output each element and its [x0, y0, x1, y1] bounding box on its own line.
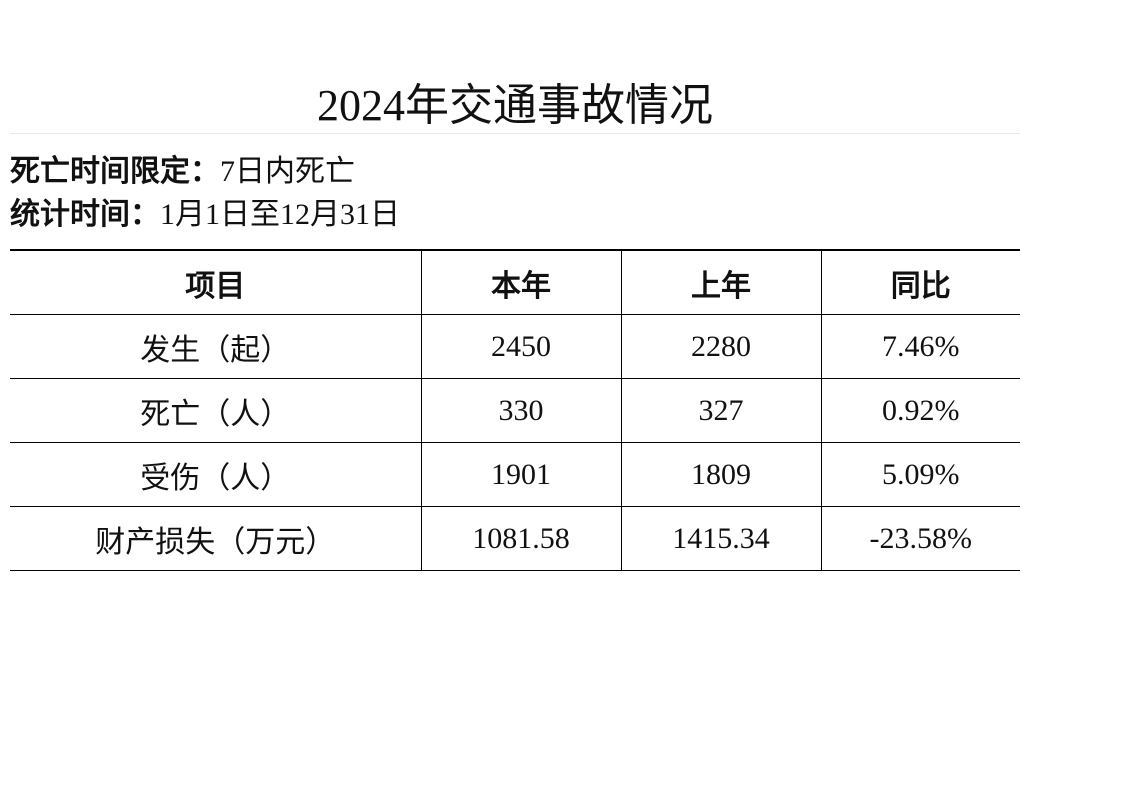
table: 项目 本年 上年 同比 发生（起） 2450 2280 7.46% 死亡（人） 330 327 0.…: [10, 249, 1020, 571]
header-cell: 同比: [820, 249, 1020, 315]
title: 2024年交通事故情况: [10, 78, 1020, 134]
table-cell: 发生（起）: [10, 314, 421, 379]
table-row: 财产损失（万元） 1081.58 1415.34 -23.58%: [10, 506, 1020, 571]
note-label: 死亡时间限定：: [10, 154, 220, 189]
table-cell: 2280: [620, 314, 821, 379]
header-cell: 项目: [10, 249, 421, 315]
table-cell: 5.09%: [820, 442, 1020, 507]
header-cell: 上年: [620, 249, 821, 315]
note-label: 统计时间：: [10, 197, 160, 232]
table-cell: 0.92%: [820, 378, 1020, 443]
table-cell: -23.58%: [820, 506, 1020, 571]
table-cell: 1081.58: [420, 506, 621, 571]
note-value: 7日内死亡: [220, 155, 355, 188]
table-row: 死亡（人） 330 327 0.92%: [10, 378, 1020, 443]
table-body: 发生（起） 2450 2280 7.46% 死亡（人） 330 327 0.92% 受伤（人） 1…: [10, 314, 1020, 571]
table-cell: 7.46%: [820, 314, 1020, 379]
note-value: 1月1日至12月31日: [160, 198, 400, 231]
table-cell: 1901: [420, 442, 621, 507]
header-cell: 本年: [420, 249, 621, 315]
note: 死亡时间限定：7日内死亡: [10, 152, 355, 192]
table-cell: 1415.34: [620, 506, 821, 571]
table-cell: 330: [420, 378, 621, 443]
table-cell: 财产损失（万元）: [10, 506, 421, 571]
table-cell: 死亡（人）: [10, 378, 421, 443]
table-cell: 327: [620, 378, 821, 443]
table-row: 发生（起） 2450 2280 7.46%: [10, 314, 1020, 379]
table-row: 受伤（人） 1901 1809 5.09%: [10, 442, 1020, 507]
table-cell: 1809: [620, 442, 821, 507]
table-cell: 2450: [420, 314, 621, 379]
header-row: 项目 本年 上年 同比: [10, 249, 1020, 315]
table-cell: 受伤（人）: [10, 442, 421, 507]
note: 统计时间：1月1日至12月31日: [10, 195, 400, 235]
